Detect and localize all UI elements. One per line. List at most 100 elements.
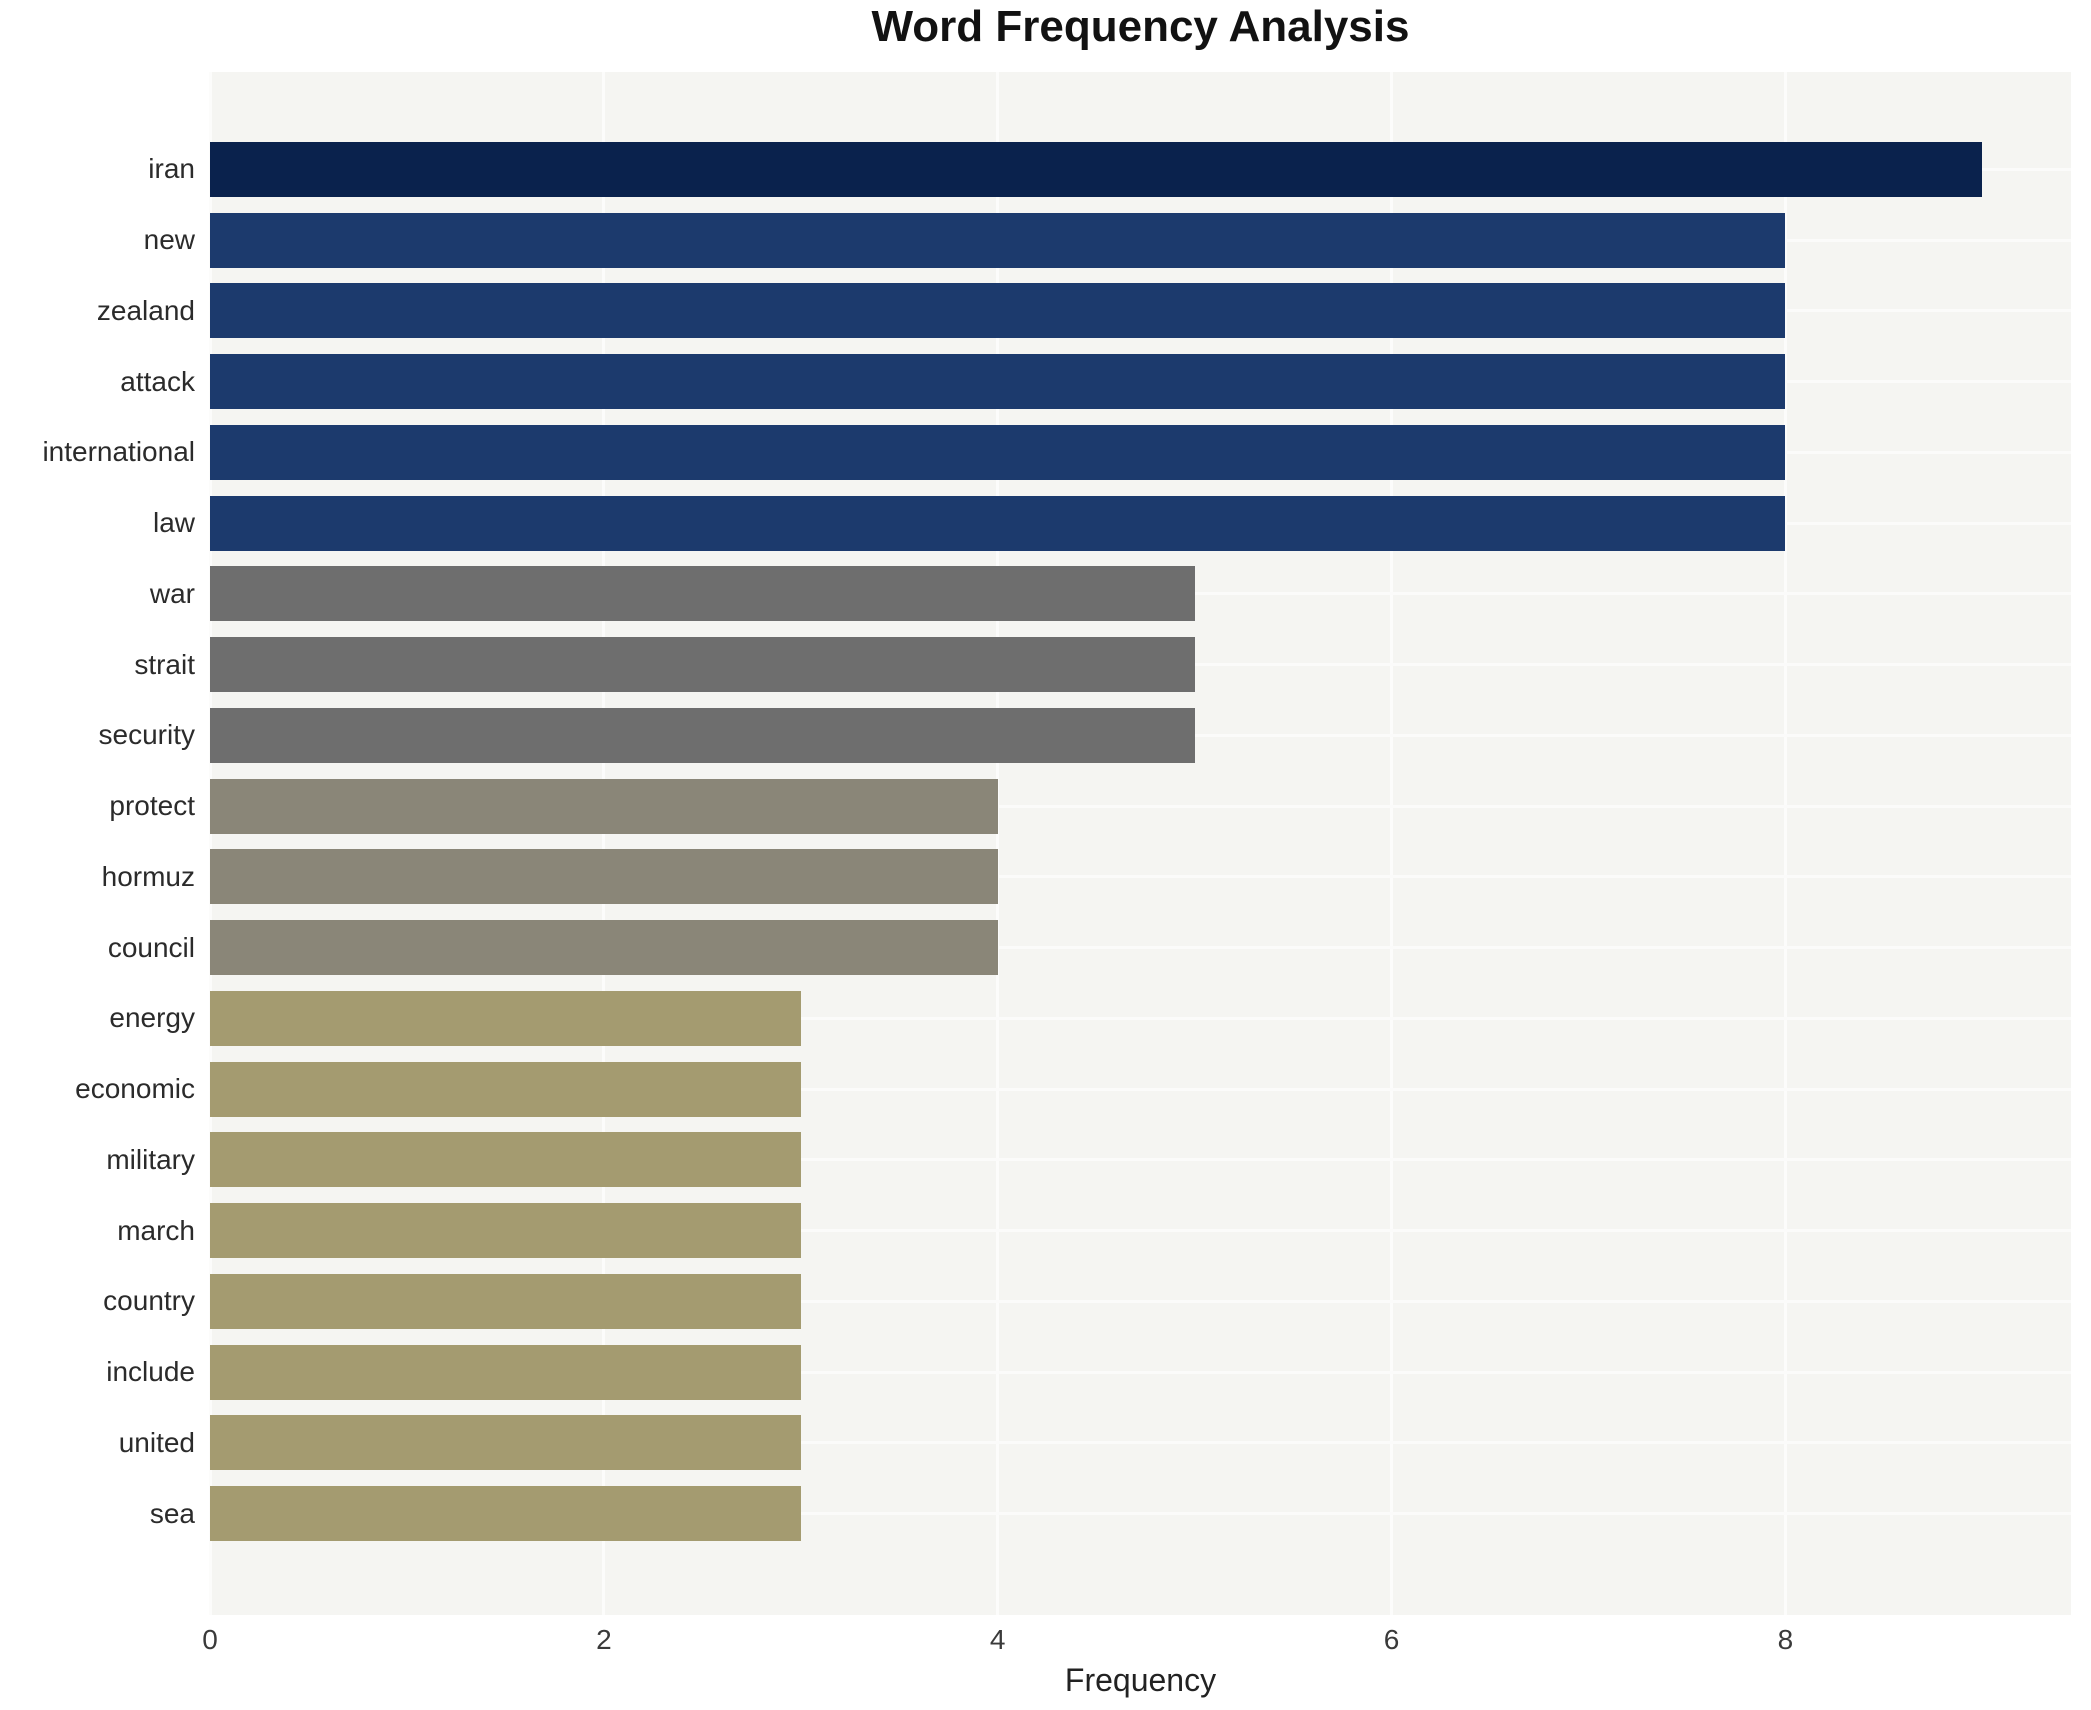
- horizontal-gridline: [210, 875, 2071, 879]
- x-axis-tick-label: 6: [1383, 1624, 1400, 1655]
- bar: [210, 1203, 801, 1259]
- bar-row: council: [0, 912, 2091, 983]
- bar: [210, 1273, 801, 1329]
- bar-row: march: [0, 1195, 2091, 1266]
- bar-track: [210, 629, 2071, 700]
- y-axis-label: strait: [134, 648, 195, 680]
- y-axis-label: war: [149, 577, 195, 609]
- bar-row: protect: [0, 771, 2091, 842]
- y-axis-label: new: [143, 224, 195, 256]
- bar: [210, 495, 1786, 551]
- horizontal-gridline: [210, 1229, 2071, 1233]
- bar-row: zealand: [0, 276, 2091, 347]
- y-axis-label: law: [152, 507, 195, 539]
- y-axis-label: economic: [75, 1073, 195, 1105]
- bar: [210, 637, 1195, 693]
- x-axis-tick-label: 2: [596, 1624, 612, 1655]
- bar-rows: iran new zealand attack international law war s…: [0, 134, 2091, 1549]
- bar: [210, 566, 1195, 622]
- y-axis-label: include: [106, 1356, 195, 1388]
- x-axis-tick-label: 0: [202, 1624, 218, 1655]
- bar-row: hormuz: [0, 842, 2091, 913]
- bar: [210, 354, 1786, 410]
- vertical-gridline: [1783, 72, 1787, 1615]
- bar-row: security: [0, 700, 2091, 771]
- horizontal-gridline: [210, 1441, 2071, 1445]
- bar-track: [210, 559, 2071, 630]
- y-axis-label: zealand: [96, 294, 195, 326]
- bar-track: [210, 842, 2071, 913]
- bar: [210, 990, 801, 1046]
- bar-track: [210, 346, 2071, 417]
- y-axis-label: international: [42, 436, 195, 468]
- y-axis-label: united: [118, 1426, 195, 1458]
- y-axis-label: council: [107, 931, 195, 963]
- bar-row: iran: [0, 134, 2091, 205]
- y-axis-label: iran: [148, 153, 195, 185]
- x-axis-label: Frequency: [1064, 1662, 1217, 1698]
- chart-title: Word Frequency Analysis: [871, 2, 1410, 51]
- x-axis-tick-label: 4: [989, 1624, 1006, 1655]
- bar: [210, 1415, 801, 1471]
- bar: [210, 141, 1983, 197]
- bar-row: economic: [0, 1054, 2091, 1125]
- y-axis-label: attack: [120, 365, 195, 397]
- horizontal-gridline: [210, 804, 2071, 808]
- bar-track: [210, 912, 2071, 983]
- bar-track: [210, 1054, 2071, 1125]
- bar: [210, 707, 1195, 763]
- bar-track: [210, 276, 2071, 347]
- y-axis-label: protect: [109, 790, 195, 822]
- bar-track: [210, 417, 2071, 488]
- bar-row: attack: [0, 346, 2091, 417]
- bar: [210, 849, 998, 905]
- horizontal-gridline: [210, 1016, 2071, 1020]
- bar-track: [210, 1266, 2071, 1337]
- y-axis-label: country: [103, 1285, 195, 1317]
- bar-row: united: [0, 1408, 2091, 1479]
- y-axis-label: security: [98, 719, 195, 751]
- y-axis-label: military: [106, 1143, 195, 1175]
- y-axis-label: march: [117, 1214, 195, 1246]
- y-axis-label: energy: [109, 1002, 195, 1034]
- horizontal-gridline: [210, 1087, 2071, 1091]
- bar-row: international: [0, 417, 2091, 488]
- bar-track: [210, 771, 2071, 842]
- bar-row: sea: [0, 1478, 2091, 1549]
- bar-row: include: [0, 1337, 2091, 1408]
- x-axis-tick-label: 8: [1777, 1624, 1794, 1655]
- bar-track: [210, 1408, 2071, 1479]
- vertical-gridline: [208, 72, 212, 1615]
- bar-track: [210, 1478, 2071, 1549]
- bar-row: energy: [0, 983, 2091, 1054]
- horizontal-gridline: [210, 1370, 2071, 1374]
- bar-track: [210, 1195, 2071, 1266]
- bar-row: new: [0, 205, 2091, 276]
- bar-track: [210, 1125, 2071, 1196]
- horizontal-gridline: [210, 1158, 2071, 1162]
- bar: [210, 778, 998, 834]
- bar-row: strait: [0, 629, 2091, 700]
- bar-row: military: [0, 1125, 2091, 1196]
- bar: [210, 1061, 801, 1117]
- y-axis-label: hormuz: [101, 860, 195, 892]
- vertical-gridline: [602, 72, 606, 1615]
- bar-track: [210, 1337, 2071, 1408]
- bar: [210, 1344, 801, 1400]
- bar: [210, 424, 1786, 480]
- horizontal-gridline: [210, 946, 2071, 950]
- bar-track: [210, 983, 2071, 1054]
- bar: [210, 1486, 801, 1542]
- horizontal-gridline: [210, 1512, 2071, 1516]
- bar: [210, 1132, 801, 1188]
- bar: [210, 212, 1786, 268]
- bar-track: [210, 700, 2071, 771]
- bar: [210, 920, 998, 976]
- bar-row: country: [0, 1266, 2091, 1337]
- vertical-gridline: [996, 72, 1000, 1615]
- y-axis-label: sea: [149, 1497, 195, 1529]
- bar-row: law: [0, 488, 2091, 559]
- bar-track: [210, 488, 2071, 559]
- bar-row: war: [0, 559, 2091, 630]
